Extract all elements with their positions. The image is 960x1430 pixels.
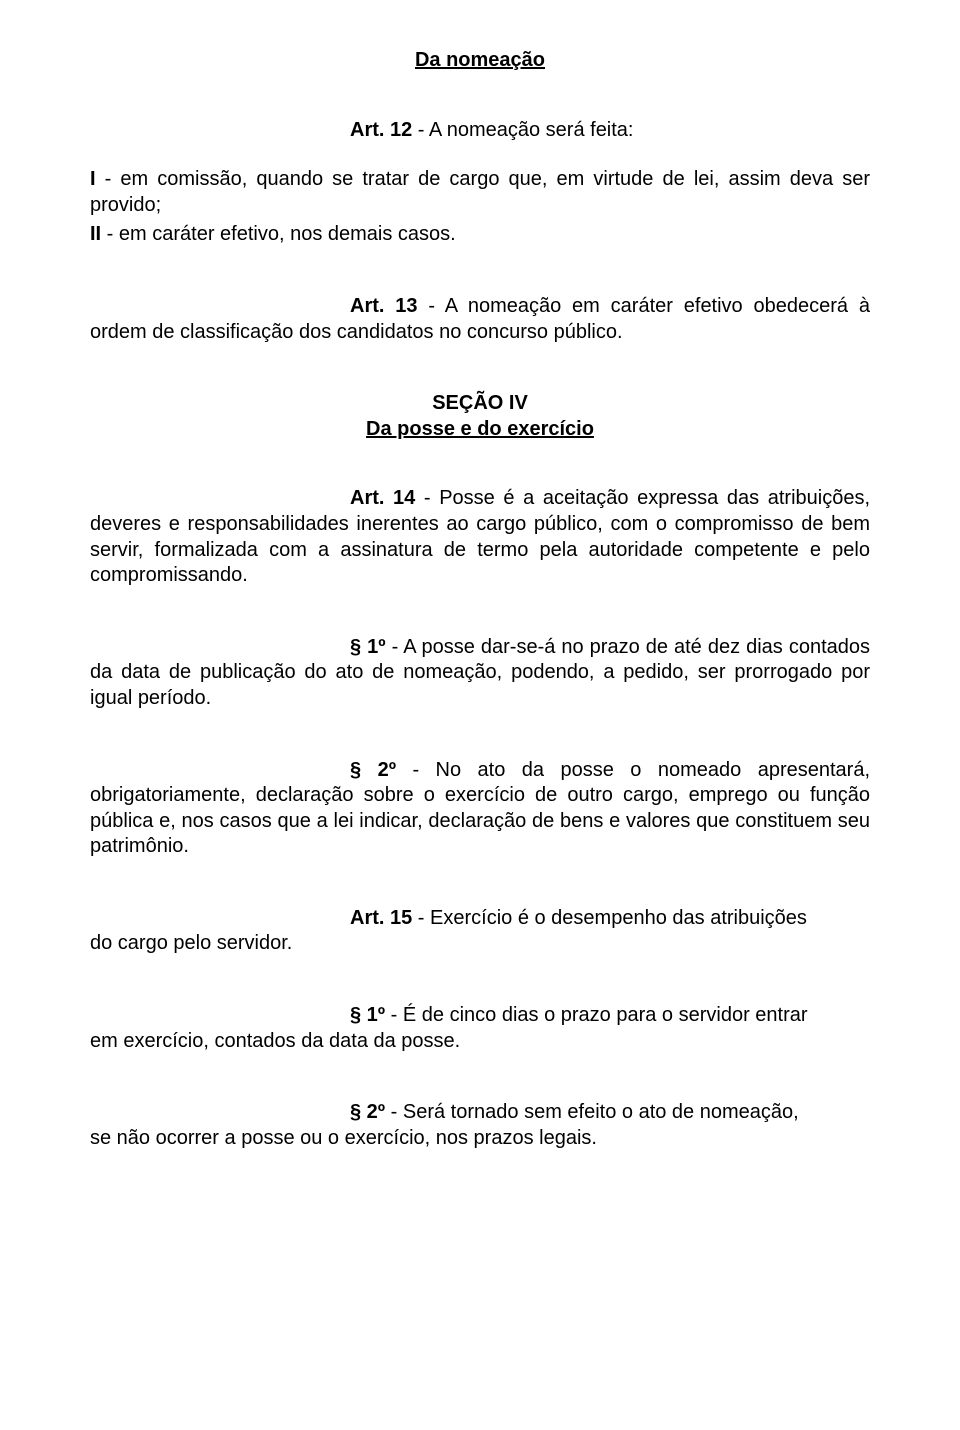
art15-p1: § 1º - É de cinco dias o prazo para o se… — [90, 1003, 870, 1054]
art14-p2-label: § 2º — [350, 759, 396, 781]
section-iv-title: SEÇÃO IV — [90, 391, 870, 417]
art15-p2: § 2º - Será tornado sem efeito o ato de … — [90, 1100, 870, 1151]
art15-p1-label: § 1º — [350, 1004, 385, 1026]
art12-ii-label: II — [90, 223, 101, 245]
art12-item-ii: II - em caráter efetivo, nos demais caso… — [90, 222, 870, 248]
section-iv-subtitle: Da posse e do exercício — [90, 417, 870, 443]
art12-label: Art. 12 — [350, 119, 412, 141]
art13: Art. 13 - A nomeação em caráter efetivo … — [90, 294, 870, 345]
art15-text-line1: - Exercício é o desempenho das atribuiçõ… — [412, 907, 807, 929]
art14-text: - Posse é a aceitação expressa das atrib… — [90, 487, 870, 586]
art14-label: Art. 14 — [350, 487, 415, 509]
art15: Art. 15 - Exercício é o desempenho das a… — [90, 906, 870, 957]
art12-intro-text: - A nomeação será feita: — [412, 119, 633, 141]
art12-i-text: - em comissão, quando se tratar de cargo… — [90, 168, 870, 216]
art15-p2-label: § 2º — [350, 1101, 385, 1123]
art14-p1-text: - A posse dar-se-á no prazo de até dez d… — [90, 636, 870, 709]
art15-label: Art. 15 — [350, 907, 412, 929]
art14-p1: § 1º - A posse dar-se-á no prazo de até … — [90, 635, 870, 712]
art13-label: Art. 13 — [350, 295, 418, 317]
art12-ii-text: - em caráter efetivo, nos demais casos. — [101, 223, 456, 245]
art12-item-i: I - em comissão, quando se tratar de car… — [90, 167, 870, 218]
art15-p1-text-line1: - É de cinco dias o prazo para o servido… — [385, 1004, 807, 1026]
art15-p1-text-line2: em exercício, contados da data da posse. — [90, 1029, 870, 1055]
art15-p2-text-line1: - Será tornado sem efeito o ato de nomea… — [385, 1101, 799, 1123]
section-title-nomeacao: Da nomeação — [90, 48, 870, 74]
art12-intro: Art. 12 - A nomeação será feita: — [90, 118, 870, 144]
art15-text-line2: do cargo pelo servidor. — [90, 931, 870, 957]
art14: Art. 14 - Posse é a aceitação expressa d… — [90, 486, 870, 588]
art14-p2: § 2º - No ato da posse o nomeado apresen… — [90, 758, 870, 860]
art13-text: - A nomeação em caráter efetivo obedecer… — [90, 295, 870, 343]
art14-p2-text: - No ato da posse o nomeado apresentará,… — [90, 759, 870, 858]
art14-p1-label: § 1º — [350, 636, 386, 658]
art15-p2-text-line2: se não ocorrer a posse ou o exercício, n… — [90, 1126, 870, 1152]
